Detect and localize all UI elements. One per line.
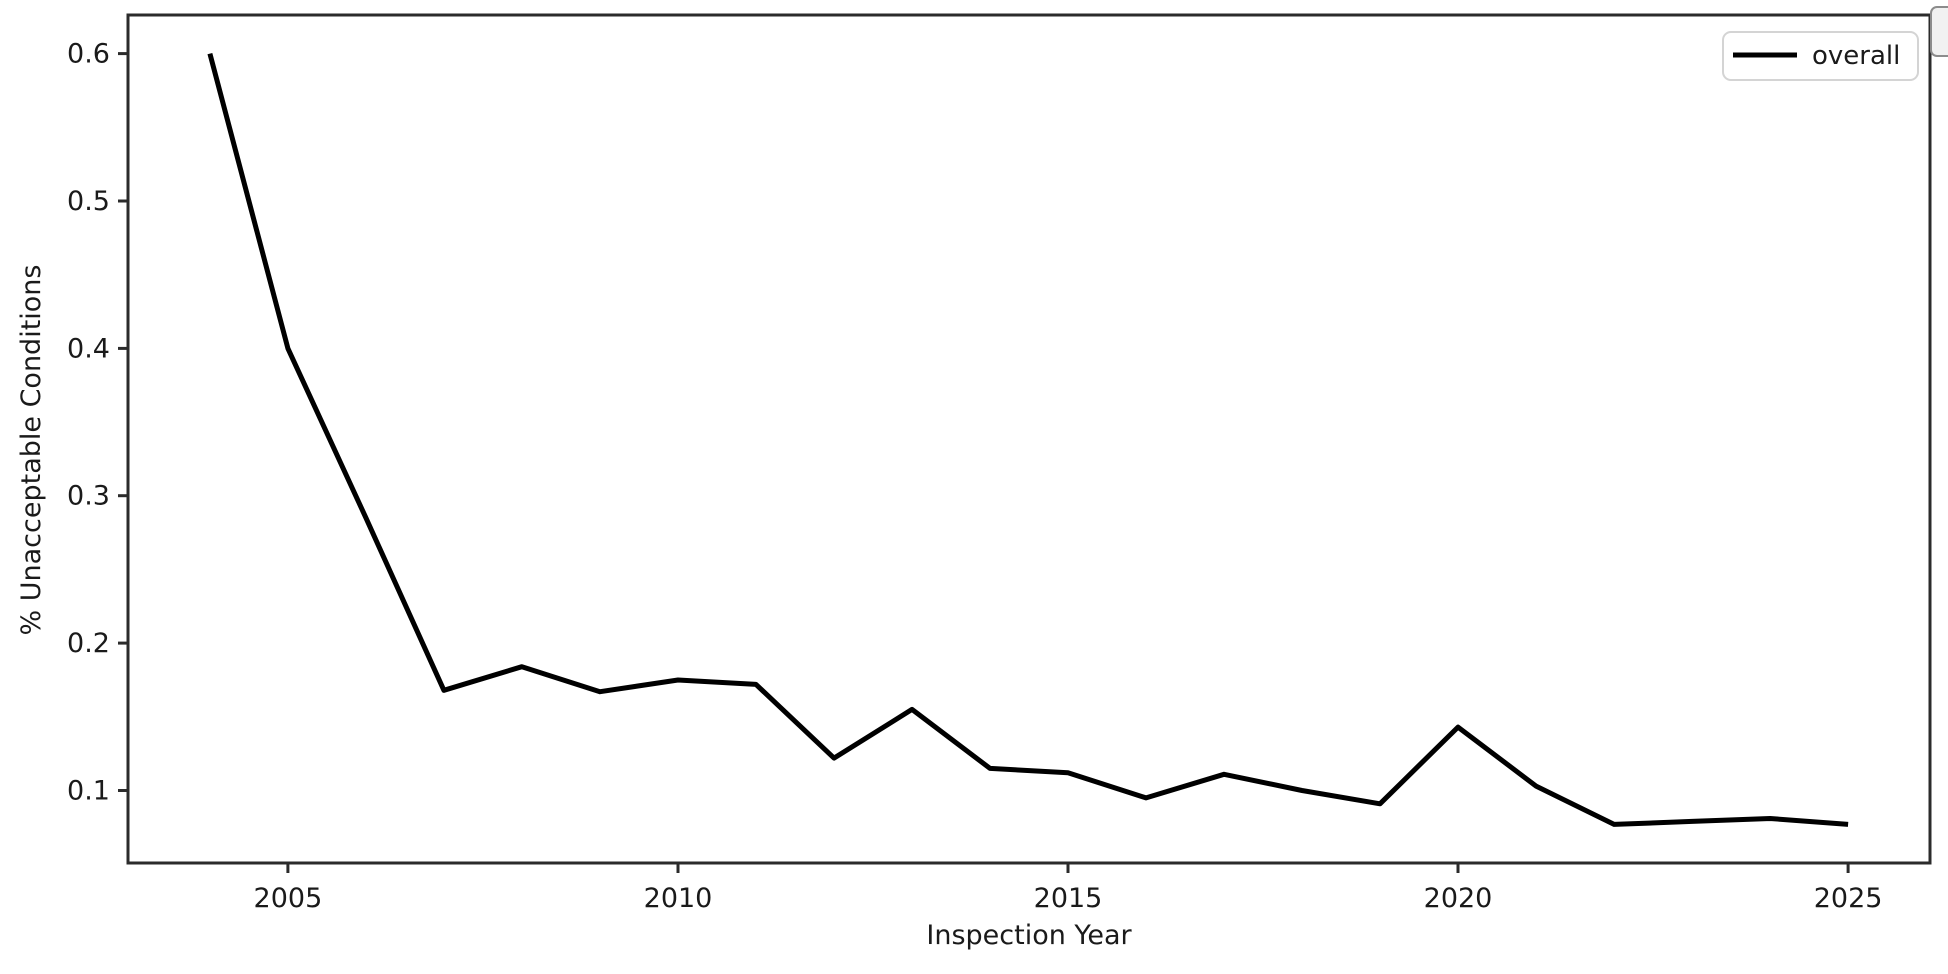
y-axis-label: % Unacceptable Conditions (16, 265, 47, 636)
legend-box (1722, 31, 1919, 81)
y-tick-label: 0.4 (67, 333, 110, 364)
x-tick-label: 2015 (1034, 883, 1103, 914)
y-tick-label: 0.2 (67, 628, 110, 659)
x-tick-label: 2020 (1424, 883, 1493, 914)
axes-background (128, 15, 1930, 863)
x-tick-label: 2025 (1814, 883, 1883, 914)
y-tick-label: 0.1 (67, 776, 110, 807)
y-tick-label: 0.5 (67, 186, 110, 217)
x-axis: 2005 2010 2015 2020 2025 (254, 863, 1883, 914)
x-axis-label: Inspection Year (926, 920, 1132, 951)
x-tick-label: 2005 (254, 883, 323, 914)
legend: overall (1722, 31, 1919, 81)
legend-label: overall (1812, 41, 1900, 71)
series-line-overall (207, 52, 1849, 827)
x-tick-label: 2010 (644, 883, 713, 914)
y-tick-label: 0.6 (67, 39, 110, 70)
axes-frame (126, 13, 1932, 865)
cropped-ui-button[interactable] (1930, 6, 1948, 57)
y-axis: 0.1 0.2 0.3 0.4 0.5 0.6 (67, 39, 128, 807)
y-tick-label: 0.3 (67, 481, 110, 512)
